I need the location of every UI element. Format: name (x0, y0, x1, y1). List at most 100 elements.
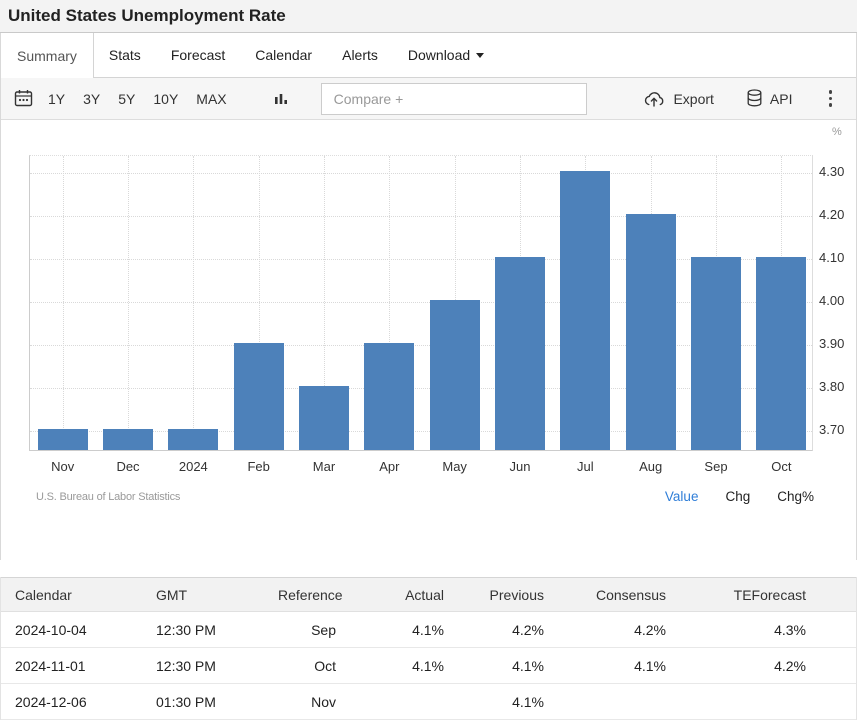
x-axis-label: Aug (639, 459, 662, 474)
cell-actual (346, 684, 454, 720)
tab-summary[interactable]: Summary (1, 33, 94, 78)
tab-download[interactable]: Download (393, 33, 499, 77)
column-header-gmt: GMT (146, 578, 268, 612)
tab-alerts[interactable]: Alerts (327, 33, 393, 77)
range-button-max[interactable]: MAX (196, 91, 226, 107)
y-axis-label: 3.90 (819, 336, 844, 352)
view-toggle-value[interactable]: Value (665, 489, 699, 504)
chart-bar-sep[interactable] (691, 257, 741, 450)
column-header-previous: Previous (454, 578, 554, 612)
range-button-5y[interactable]: 5Y (118, 91, 135, 107)
range-button-10y[interactable]: 10Y (153, 91, 178, 107)
chart-bar-dec[interactable] (103, 429, 153, 450)
cell-teforecast (676, 684, 856, 720)
chart-bar-mar[interactable] (299, 386, 349, 450)
cell-actual: 4.1% (346, 648, 454, 684)
calendar-table-section: CalendarGMTReferenceActualPreviousConsen… (0, 577, 857, 720)
toolbar-right-group: Export API (642, 88, 844, 109)
v-gridline (193, 156, 194, 450)
view-toggle-chg[interactable]: Chg (725, 489, 750, 504)
h-gridline (30, 173, 812, 174)
export-cloud-icon (642, 90, 666, 107)
column-header-calendar: Calendar (1, 578, 146, 612)
x-axis-label: Nov (51, 459, 74, 474)
chart-bar-2024[interactable] (168, 429, 218, 450)
x-axis-label: Dec (116, 459, 139, 474)
cell-previous: 4.1% (454, 648, 554, 684)
chart-bar-jul[interactable] (560, 171, 610, 450)
x-axis-label: Jun (510, 459, 531, 474)
cell-consensus: 4.2% (554, 612, 676, 648)
cell-actual: 4.1% (346, 612, 454, 648)
tab-label: Summary (17, 48, 77, 64)
api-database-icon (746, 89, 763, 108)
cell-calendar: 2024-10-04 (1, 612, 146, 648)
x-axis-label: Mar (313, 459, 335, 474)
y-axis-label: 3.80 (819, 379, 844, 395)
chart-bar-apr[interactable] (364, 343, 414, 450)
tab-forecast[interactable]: Forecast (156, 33, 240, 77)
tab-bar: Summary Stats Forecast Calendar Alerts Downlo… (1, 33, 856, 78)
y-axis-label: 4.10 (819, 250, 844, 266)
tab-stats[interactable]: Stats (94, 33, 156, 77)
cell-gmt: 12:30 PM (146, 648, 268, 684)
y-axis-label: 3.70 (819, 422, 844, 438)
chevron-down-icon (476, 53, 484, 58)
main-card: Summary Stats Forecast Calendar Alerts Downlo… (0, 33, 857, 560)
cell-calendar: 2024-12-06 (1, 684, 146, 720)
kebab-menu-icon (829, 90, 833, 94)
cell-teforecast: 4.3% (676, 612, 856, 648)
api-label: API (770, 91, 793, 107)
page-title: United States Unemployment Rate (8, 6, 286, 25)
x-axis-label: Jul (577, 459, 594, 474)
chart-footer: U.S. Bureau of Labor Statistics Value Chg… (1, 489, 856, 504)
chart-bar-aug[interactable] (626, 214, 676, 450)
chart-type-button[interactable] (273, 91, 289, 107)
table-row: 2024-11-0112:30 PMOct4.1%4.1%4.1%4.2% (1, 648, 856, 684)
chart-toolbar: 1Y 3Y 5Y 10Y MAX Export (1, 78, 856, 120)
api-button[interactable]: API (746, 89, 793, 108)
chart-bar-oct[interactable] (756, 257, 806, 450)
chart-plot: NovDec2024FebMarAprMayJunJulAugSepOct (29, 155, 813, 451)
h-gridline (30, 216, 812, 217)
tab-label: Stats (109, 47, 141, 63)
tab-label: Calendar (255, 47, 312, 63)
table-row: 2024-12-0601:30 PMNov4.1% (1, 684, 856, 720)
v-gridline (128, 156, 129, 450)
title-bar: United States Unemployment Rate (0, 0, 857, 33)
tab-calendar[interactable]: Calendar (240, 33, 327, 77)
chart-bar-jun[interactable] (495, 257, 545, 450)
y-axis-unit-label: % (832, 126, 842, 138)
column-header-teforecast: TEForecast (676, 578, 856, 612)
tab-label: Alerts (342, 47, 378, 63)
cell-previous: 4.1% (454, 684, 554, 720)
y-axis-label: 4.30 (819, 164, 844, 180)
cell-gmt: 01:30 PM (146, 684, 268, 720)
x-axis-label: Feb (247, 459, 269, 474)
chart-bar-nov[interactable] (38, 429, 88, 450)
range-button-1y[interactable]: 1Y (48, 91, 65, 107)
chart-bar-may[interactable] (430, 300, 480, 450)
tab-label: Forecast (171, 47, 225, 63)
view-toggle-group: Value Chg Chg% (665, 489, 814, 504)
compare-input[interactable] (321, 83, 587, 115)
table-header-row: CalendarGMTReferenceActualPreviousConsen… (1, 578, 856, 612)
cell-consensus (554, 684, 676, 720)
range-button-3y[interactable]: 3Y (83, 91, 100, 107)
export-button[interactable]: Export (642, 90, 713, 107)
cell-previous: 4.2% (454, 612, 554, 648)
table-row: 2024-10-0412:30 PMSep4.1%4.2%4.2%4.3% (1, 612, 856, 648)
more-options-button[interactable] (825, 88, 837, 109)
x-axis-label: 2024 (179, 459, 208, 474)
view-toggle-chg-[interactable]: Chg% (777, 489, 814, 504)
chart-area: % NovDec2024FebMarAprMayJunJulAugSepOct … (1, 120, 856, 560)
column-header-consensus: Consensus (554, 578, 676, 612)
cell-gmt: 12:30 PM (146, 612, 268, 648)
cell-calendar: 2024-11-01 (1, 648, 146, 684)
date-range-calendar-button[interactable] (13, 88, 34, 109)
cell-reference: Sep (268, 612, 346, 648)
data-source-label: U.S. Bureau of Labor Statistics (36, 491, 180, 503)
chart-bar-feb[interactable] (234, 343, 284, 450)
range-buttons: 1Y 3Y 5Y 10Y MAX (48, 91, 245, 107)
x-axis-label: Sep (704, 459, 727, 474)
